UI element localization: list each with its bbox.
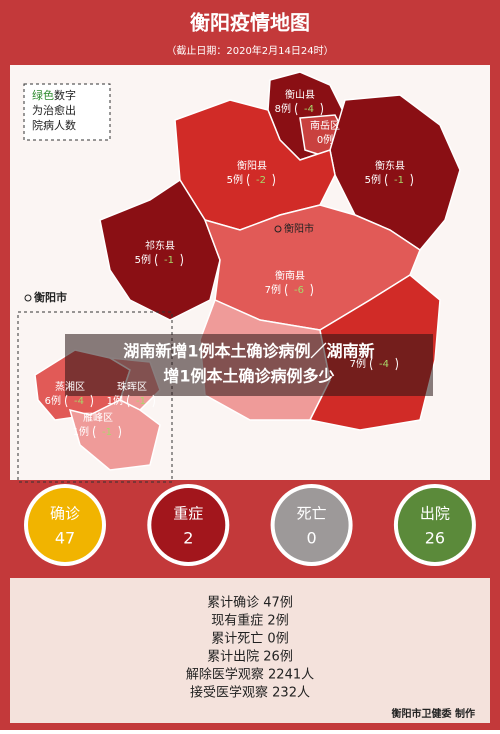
inset-title: 衡阳市 — [34, 290, 67, 304]
inset-icon — [24, 294, 32, 302]
paren — [118, 425, 121, 439]
region-count: 1例 — [73, 425, 89, 438]
summary-circle — [274, 488, 349, 562]
paren — [385, 173, 388, 187]
footer: 衡阳市卫健委 制作 — [392, 707, 475, 720]
region-count: 5例 — [227, 173, 243, 186]
inset-yanfeng — [68, 399, 161, 471]
subtitle: （截止日期：2020年2月14日24时） — [166, 44, 333, 57]
region-name: 蒸湘区 — [55, 380, 85, 393]
stat-line: 累计出院 26例 — [207, 650, 293, 665]
paren — [152, 394, 155, 408]
paren — [180, 253, 183, 267]
region-cured: -1 — [102, 427, 112, 438]
legend: 绿色数字为治愈出院病人数 — [32, 88, 76, 132]
paren — [370, 357, 373, 371]
city-icon — [274, 225, 282, 233]
paren — [410, 173, 413, 187]
summary-label: 确诊 — [50, 505, 80, 523]
region-count: 7例 — [350, 357, 366, 370]
paren — [285, 283, 288, 297]
region-cured: -4 — [379, 359, 389, 370]
legend-text: 院病人数 — [32, 118, 76, 132]
region-name: 珠晖区 — [117, 380, 147, 393]
region-name: 衡阳县 — [237, 160, 267, 172]
region-name: 祁东县 — [145, 239, 175, 252]
region-name: 南岳区 — [310, 119, 340, 132]
summary-circle — [151, 488, 226, 562]
paren — [93, 425, 96, 439]
legend-text: 为治愈出 — [32, 103, 76, 117]
region-count: 7例 — [265, 283, 281, 296]
paren — [395, 357, 398, 371]
stats-panel — [10, 578, 490, 723]
city-marker: 衡阳市 — [284, 222, 314, 235]
region-count: 8例 — [275, 102, 291, 115]
title: 衡阳疫情地图 — [190, 11, 310, 35]
paren — [247, 173, 250, 187]
region-cured: -4 — [304, 104, 314, 115]
paren — [155, 253, 158, 267]
summary-circle — [397, 488, 472, 562]
region-cured: -1 — [394, 175, 404, 186]
summary-label: 重症 — [173, 505, 203, 523]
region-name: 衡东县 — [375, 159, 405, 172]
region-count: 1例 — [107, 394, 123, 407]
paren — [320, 102, 323, 116]
summary-value: 47 — [55, 529, 75, 548]
legend-text: 数字 — [54, 88, 76, 102]
paren — [65, 394, 68, 408]
region-name: 雁峰区 — [83, 412, 113, 424]
paren — [272, 173, 275, 187]
summary-label: 死亡 — [297, 505, 327, 523]
stat-line: 累计确诊 47例 — [207, 596, 293, 611]
region-count: 5例 — [135, 253, 151, 266]
legend-highlight: 绿色 — [32, 88, 54, 102]
region-qidong — [99, 178, 221, 321]
region-count: 0例 — [317, 133, 333, 146]
summary-value: 26 — [425, 529, 445, 548]
region-name: 衡南县 — [275, 269, 305, 282]
region-cured: -2 — [256, 175, 266, 186]
paren — [310, 283, 313, 297]
stat-line: 解除医学观察 2241人 — [186, 667, 314, 683]
region-count: 6例 — [45, 394, 61, 407]
summary-value: 2 — [183, 529, 193, 548]
stat-line: 接受医学观察 232人 — [190, 685, 310, 701]
summary-label: 出院 — [420, 505, 450, 523]
caption-band — [65, 334, 433, 396]
stat-line: 现有重症 2例 — [211, 613, 288, 629]
paren — [90, 394, 93, 408]
region-name: 衡山县 — [285, 89, 315, 101]
region-cured: -6 — [294, 285, 304, 296]
summary-circle — [28, 488, 102, 562]
paren — [295, 102, 298, 116]
region-count: 5例 — [365, 173, 381, 186]
region-cured: -1 — [136, 396, 146, 407]
caption-line: 增1例本土确诊病例多少 — [163, 367, 334, 386]
caption-line: 湖南新增1例本土确诊病例／湖南新 — [123, 342, 374, 361]
summary-value: 0 — [307, 529, 317, 548]
stat-line: 累计死亡 0例 — [211, 632, 288, 647]
region-cured: -1 — [164, 255, 174, 266]
paren — [127, 394, 130, 408]
region-cured: -4 — [74, 396, 84, 407]
legend-box — [23, 83, 111, 141]
